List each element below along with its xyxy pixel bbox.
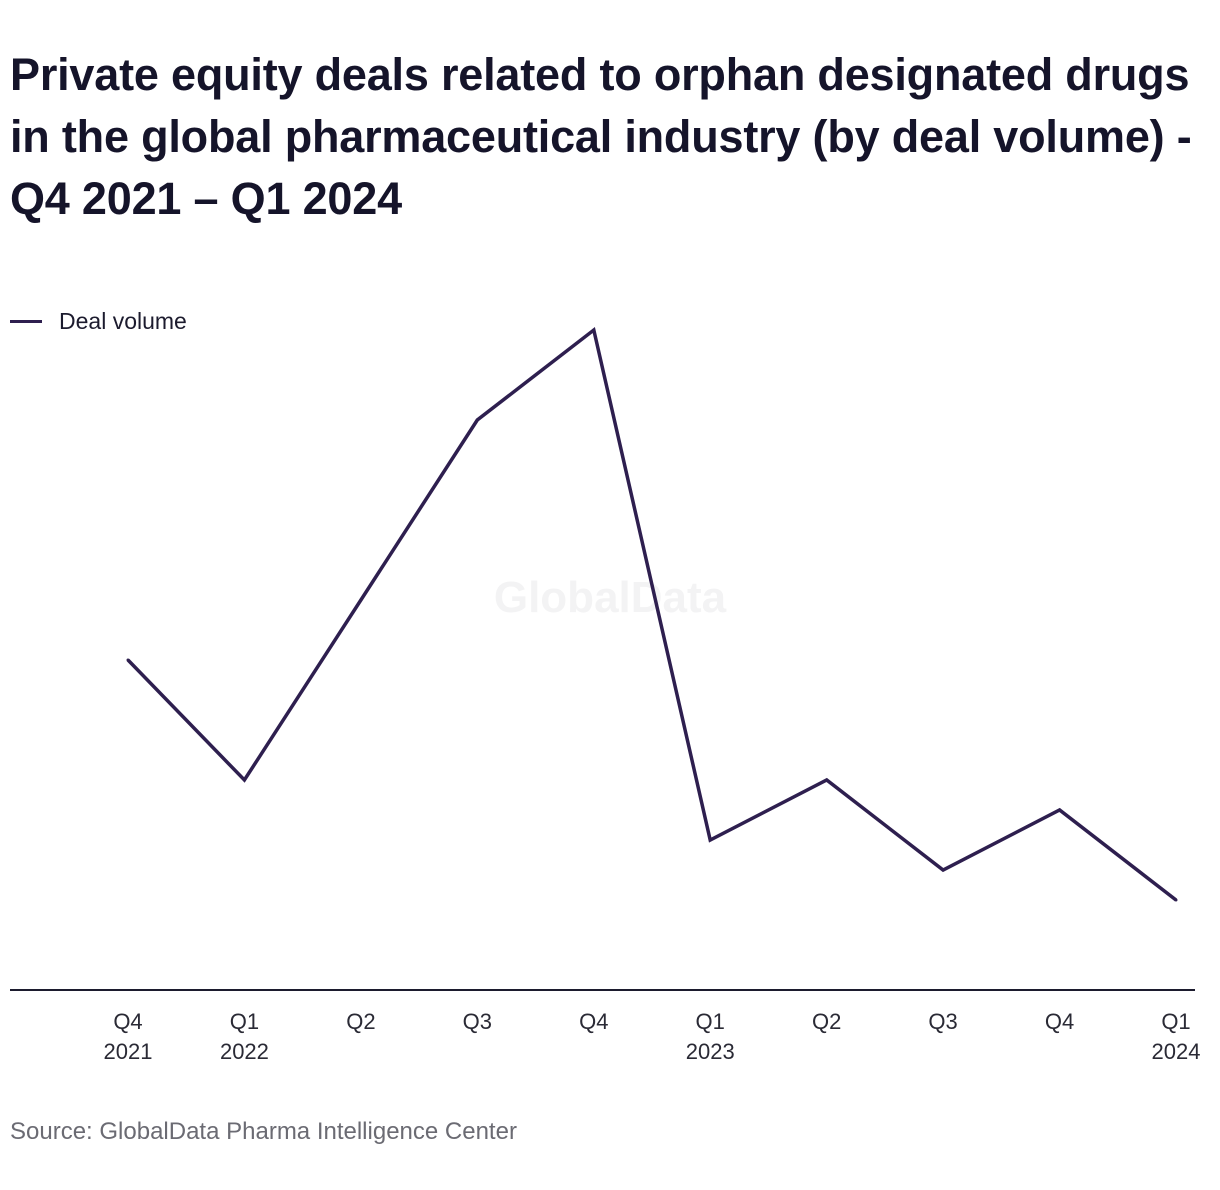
x-tick-label-0: Q4 2021 (104, 1009, 153, 1064)
x-tick-label-4: Q4 (579, 1009, 608, 1034)
data-point-8 (1058, 808, 1062, 812)
x-axis-ticks: Q4 2021 Q1 2022 Q2 Q3 Q4 Q1 2023 Q2 Q3 Q4 Q1 2024 (104, 1009, 1201, 1064)
source-note: Source: GlobalData Pharma Intelligence C… (10, 1118, 517, 1145)
data-point-1 (242, 778, 246, 782)
data-point-6 (825, 778, 829, 782)
x-tick-label-1: Q1 2022 (220, 1009, 269, 1064)
x-tick-label-6: Q2 (812, 1009, 841, 1034)
legend-swatch-deal-volume (10, 319, 42, 323)
data-point-3 (475, 418, 479, 422)
data-point-9 (1174, 898, 1178, 902)
legend: Deal volume (10, 306, 187, 336)
x-tick-label-9: Q1 2024 (1152, 1009, 1201, 1064)
data-point-5 (708, 838, 712, 842)
series-line-0 (126, 326, 1178, 902)
x-tick-label-8: Q4 (1045, 1009, 1074, 1034)
x-tick-label-7: Q3 (928, 1009, 957, 1034)
data-point-4 (592, 328, 596, 332)
data-point-2 (359, 598, 363, 602)
data-point-7 (941, 868, 945, 872)
series-layer (126, 326, 1178, 902)
x-tick-label-3: Q3 (463, 1009, 492, 1034)
watermark: GlobalData (494, 573, 727, 622)
x-tick-label-5: Q1 2023 (686, 1009, 735, 1064)
legend-label-deal-volume: Deal volume (59, 307, 187, 334)
data-point-0 (126, 658, 130, 662)
chart-title: Private equity deals related to orphan d… (10, 49, 1192, 224)
x-tick-label-2: Q2 (346, 1009, 375, 1034)
